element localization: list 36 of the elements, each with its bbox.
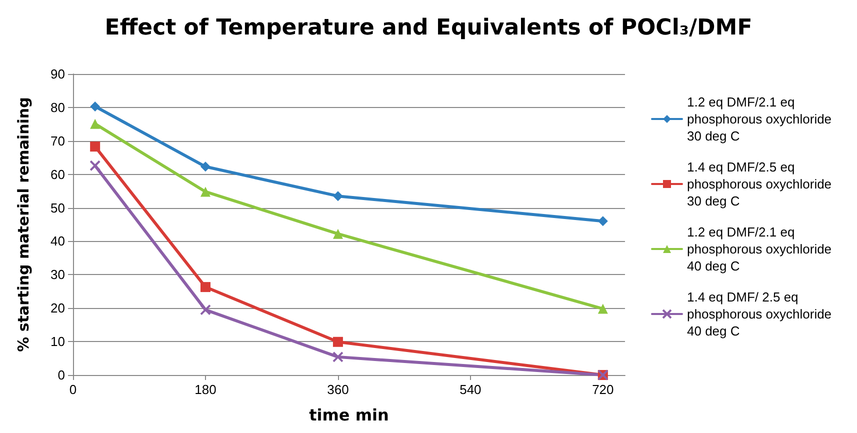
legend-label: 1.4 eq DMF/2.5 eq phosphorous oxychloride 30 deg C (687, 160, 836, 208)
point (332, 351, 344, 362)
point (598, 216, 608, 226)
legend-label: 1.2 eq DMF/2.1 eq phosphorous oxychloride 30 deg C (687, 94, 836, 144)
y-tick-label: 90 (50, 66, 65, 82)
y-tick-label: 70 (50, 133, 65, 148)
point (332, 336, 343, 347)
y-tick-label: 60 (50, 166, 65, 182)
x-tick-label: 360 (327, 382, 349, 397)
x-tick-label: 180 (194, 382, 216, 397)
y-tick-label: 10 (50, 334, 65, 350)
point (332, 191, 343, 202)
legend-label: 1.2 eq DMF/2.1 eq phosphorous oxychloride 40 deg C (687, 224, 836, 274)
point (90, 101, 100, 112)
x-tick-label: 540 (460, 382, 482, 397)
point (200, 186, 210, 197)
point (200, 304, 211, 316)
point (90, 160, 101, 172)
x-tick-label: 720 (592, 382, 614, 397)
chart-title: Effect of Temperature and Equivalents of POCl₃/DMF (104, 16, 752, 40)
point (90, 118, 100, 129)
y-tick-label: 0 (58, 368, 65, 382)
x-axis-title: time min (309, 406, 389, 424)
y-tick-label: 80 (50, 100, 65, 115)
legend-label: 1.4 eq DMF/ 2.5 eq phosphorous oxychloride 40 deg C (687, 290, 836, 338)
point (90, 142, 100, 152)
point (200, 162, 210, 172)
point (200, 282, 210, 292)
y-tick-label: 40 (50, 234, 65, 249)
point (598, 304, 608, 314)
point (332, 228, 343, 239)
x-tick-label: 0 (69, 382, 77, 397)
y-tick-label: 20 (50, 300, 65, 316)
y-tick-label: 50 (50, 200, 65, 216)
y-tick-label: 30 (50, 267, 65, 282)
y-axis-title: % starting material remaining (14, 97, 32, 352)
